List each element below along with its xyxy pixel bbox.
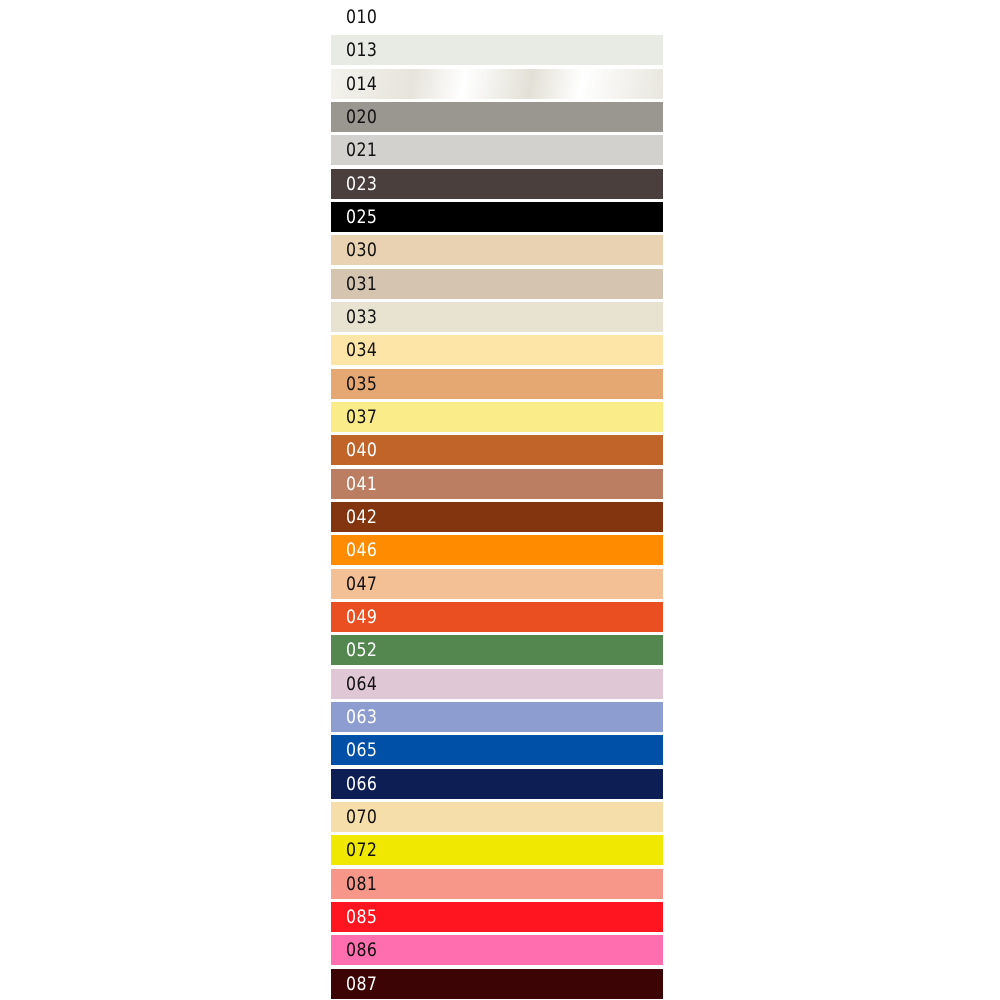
color-swatch-072: 072 bbox=[331, 835, 663, 866]
color-swatch-037: 037 bbox=[331, 402, 663, 432]
color-swatch-013: 013 bbox=[331, 35, 663, 66]
swatch-code-label: 021 bbox=[346, 139, 378, 162]
swatch-code-label: 035 bbox=[346, 372, 378, 395]
color-swatch-023: 023 bbox=[331, 168, 663, 199]
swatch-code-label: 063 bbox=[346, 706, 378, 728]
swatch-code-label: 065 bbox=[346, 739, 378, 762]
swatch-code-label: 031 bbox=[346, 272, 378, 295]
color-swatch-065: 065 bbox=[331, 735, 663, 766]
swatch-code-label: 086 bbox=[346, 939, 378, 962]
color-swatch-010: 010 bbox=[331, 2, 663, 32]
color-swatch-064: 064 bbox=[331, 668, 663, 699]
color-swatch-chart: 010 013 014 020 021 023 025 030 031 033 034 035 037 0… bbox=[331, 0, 663, 1000]
swatch-code-label: 072 bbox=[346, 839, 378, 862]
color-swatch-034: 034 bbox=[331, 335, 663, 366]
swatch-code-label: 081 bbox=[346, 872, 378, 895]
swatch-code-label: 047 bbox=[346, 572, 378, 595]
color-swatch-031: 031 bbox=[331, 268, 663, 299]
color-swatch-086: 086 bbox=[331, 935, 663, 966]
color-swatch-042: 042 bbox=[331, 502, 663, 532]
swatch-code-label: 014 bbox=[346, 72, 378, 95]
color-swatch-063: 063 bbox=[331, 702, 663, 732]
swatch-code-label: 042 bbox=[346, 506, 378, 528]
color-swatch-040: 040 bbox=[331, 435, 663, 466]
swatch-code-label: 040 bbox=[346, 439, 378, 462]
swatch-code-label: 030 bbox=[346, 239, 378, 262]
color-swatch-046: 046 bbox=[331, 535, 663, 566]
color-swatch-014: 014 bbox=[331, 68, 663, 99]
color-swatch-021: 021 bbox=[331, 135, 663, 166]
color-swatch-070: 070 bbox=[331, 802, 663, 832]
swatch-code-label: 070 bbox=[346, 806, 378, 828]
swatch-code-label: 033 bbox=[346, 306, 378, 328]
color-swatch-085: 085 bbox=[331, 902, 663, 932]
swatch-code-label: 049 bbox=[346, 606, 378, 628]
color-swatch-052: 052 bbox=[331, 635, 663, 666]
color-swatch-087: 087 bbox=[331, 968, 663, 999]
swatch-code-label: 046 bbox=[346, 539, 378, 562]
swatch-code-label: 010 bbox=[346, 6, 378, 28]
swatch-code-label: 066 bbox=[346, 772, 378, 795]
swatch-code-label: 020 bbox=[346, 106, 378, 128]
swatch-code-label: 085 bbox=[346, 906, 378, 928]
swatch-code-label: 025 bbox=[346, 206, 378, 228]
color-swatch-049: 049 bbox=[331, 602, 663, 632]
swatch-code-label: 034 bbox=[346, 339, 378, 362]
swatch-code-label: 052 bbox=[346, 639, 378, 662]
color-swatch-033: 033 bbox=[331, 302, 663, 332]
color-swatch-035: 035 bbox=[331, 368, 663, 399]
swatch-code-label: 041 bbox=[346, 472, 378, 495]
color-swatch-081: 081 bbox=[331, 868, 663, 899]
swatch-code-label: 064 bbox=[346, 672, 378, 695]
color-swatch-025: 025 bbox=[331, 202, 663, 232]
swatch-code-label: 037 bbox=[346, 406, 378, 428]
swatch-code-label: 023 bbox=[346, 172, 378, 195]
swatch-code-label: 013 bbox=[346, 39, 378, 62]
color-swatch-047: 047 bbox=[331, 568, 663, 599]
swatch-code-label: 087 bbox=[346, 972, 378, 995]
color-swatch-020: 020 bbox=[331, 102, 663, 132]
color-swatch-030: 030 bbox=[331, 235, 663, 266]
color-swatch-066: 066 bbox=[331, 768, 663, 799]
color-swatch-041: 041 bbox=[331, 468, 663, 499]
